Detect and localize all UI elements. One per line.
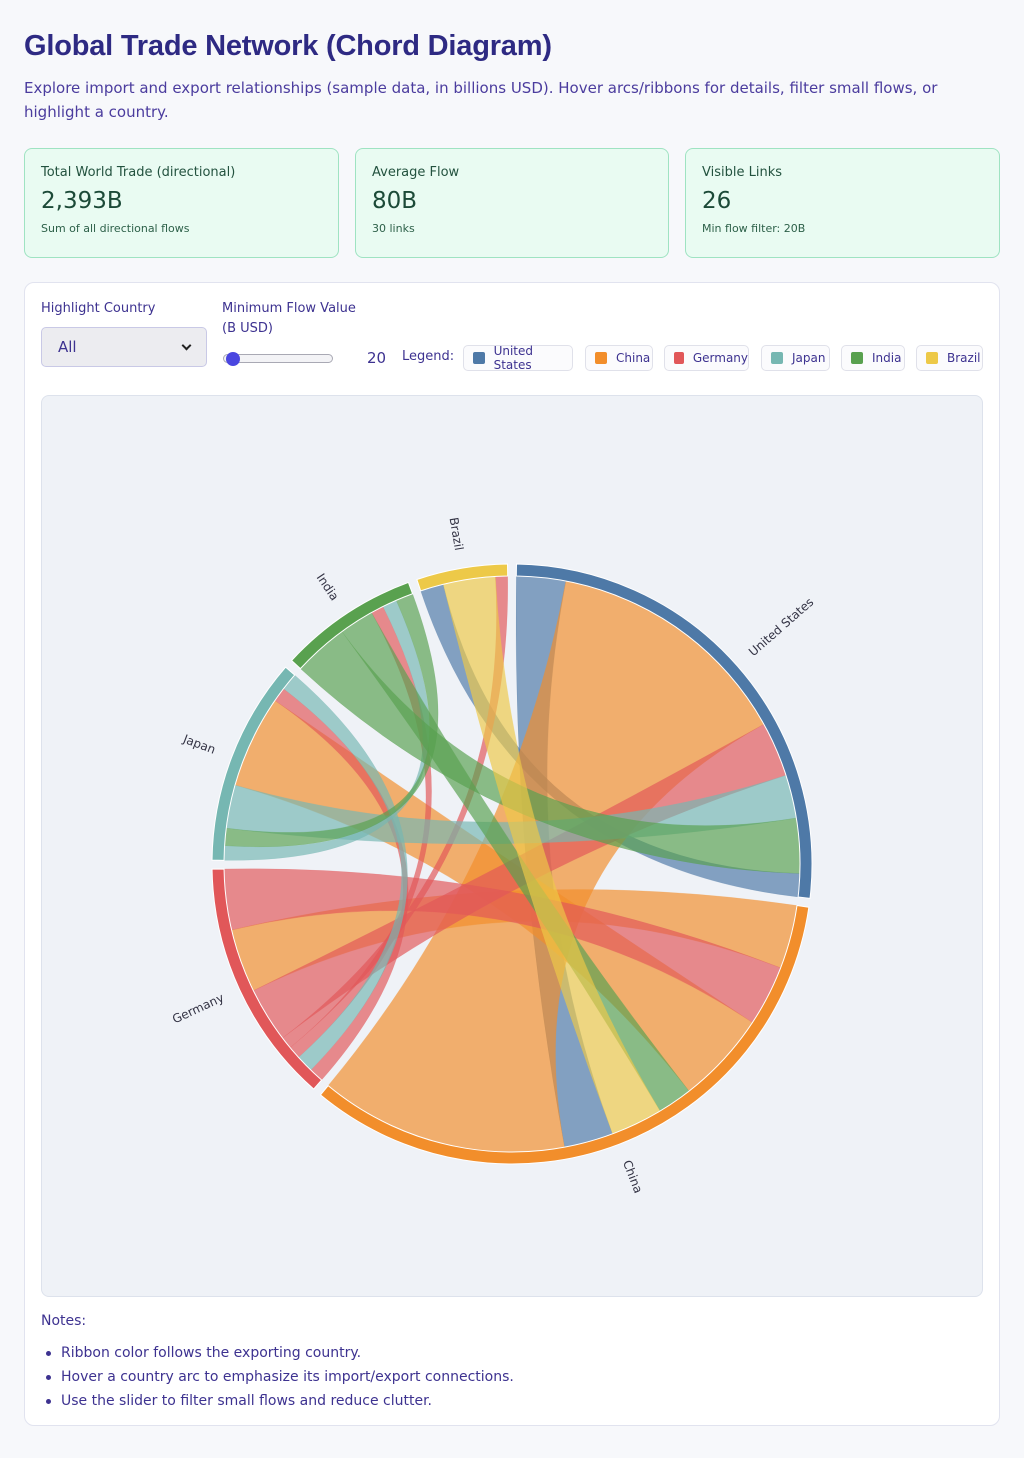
legend-swatch	[674, 352, 684, 364]
stat-label: Visible Links	[702, 165, 782, 180]
legend-label: China	[616, 351, 651, 365]
arc-united-states[interactable]	[515, 563, 813, 899]
chevron-down-icon	[181, 340, 192, 350]
stat-card-average-flow: Average Flow 80B 30 links	[355, 148, 669, 258]
arc-label-germany: Germany	[170, 991, 226, 1027]
stat-value: 2,393B	[41, 188, 123, 214]
legend-swatch	[851, 352, 863, 364]
arc-germany[interactable]	[211, 868, 323, 1090]
notes-list: Ribbon color follows the exporting count…	[41, 1341, 514, 1413]
legend-swatch	[473, 352, 485, 364]
arc-label-brazil: Brazil	[447, 516, 466, 551]
legend-label: Germany	[692, 351, 748, 365]
legend-swatch	[771, 352, 783, 364]
min-flow-slider-thumb[interactable]	[226, 352, 240, 366]
legend-item-japan[interactable]: Japan	[761, 345, 830, 371]
legend-label: India	[872, 351, 902, 365]
stat-sub: Min flow filter: 20B	[702, 222, 806, 235]
legend-label: Brazil	[947, 351, 981, 365]
note-item: Use the slider to filter small flows and…	[41, 1389, 514, 1413]
chord-chart-area: United States China Germany Japan India Brazi…	[41, 395, 983, 1297]
highlight-country-select[interactable]: All	[41, 327, 207, 367]
legend-item-brazil[interactable]: Brazil	[916, 345, 983, 371]
legend-item-china[interactable]: China	[585, 345, 653, 371]
min-flow-label: Minimum Flow Value (B USD)	[222, 301, 356, 336]
stat-sub: Sum of all directional flows	[41, 222, 190, 235]
arc-label-united-states: United States	[746, 595, 816, 659]
min-flow-slider[interactable]	[223, 354, 333, 363]
highlight-country-label: Highlight Country	[41, 301, 156, 316]
arc-label-japan: Japan	[180, 731, 217, 756]
arc-brazil[interactable]	[416, 563, 509, 592]
page-subtitle: Explore import and export relationships …	[24, 79, 938, 121]
stat-value: 26	[702, 188, 732, 214]
legend-item-india[interactable]: India	[841, 345, 905, 371]
legend-item-germany[interactable]: Germany	[664, 345, 749, 371]
arc-china[interactable]	[319, 904, 810, 1165]
legend-label: United States	[493, 344, 534, 372]
stat-card-total-trade: Total World Trade (directional) 2,393B S…	[24, 148, 339, 258]
chord-diagram: United States China Germany Japan India Brazi…	[170, 516, 816, 1195]
stat-label: Average Flow	[372, 165, 460, 180]
highlight-country-value: All	[58, 338, 77, 356]
legend-item-united-states[interactable]: United States	[463, 344, 573, 372]
legend-label: Japan	[792, 351, 826, 365]
legend-swatch	[595, 352, 607, 364]
chart-panel: Highlight Country All Minimum Flow Value…	[24, 282, 1000, 1426]
arc-japan[interactable]	[211, 666, 296, 861]
arc-india[interactable]	[290, 581, 414, 670]
page-title: Global Trade Network (Chord Diagram)	[24, 30, 552, 62]
stat-sub: 30 links	[372, 222, 415, 235]
note-item: Hover a country arc to emphasize its imp…	[41, 1365, 514, 1389]
legend-swatch	[926, 352, 938, 364]
stat-card-visible-links: Visible Links 26 Min flow filter: 20B	[685, 148, 1000, 258]
legend-title: Legend:	[402, 349, 455, 364]
arc-label-china: China	[620, 1158, 645, 1195]
stat-label: Total World Trade (directional)	[41, 165, 236, 180]
note-item: Ribbon color follows the exporting count…	[41, 1341, 514, 1365]
arc-label-india: India	[314, 571, 342, 603]
stat-value: 80B	[372, 188, 418, 214]
min-flow-value: 20	[367, 349, 387, 367]
notes-title: Notes:	[41, 1313, 87, 1329]
